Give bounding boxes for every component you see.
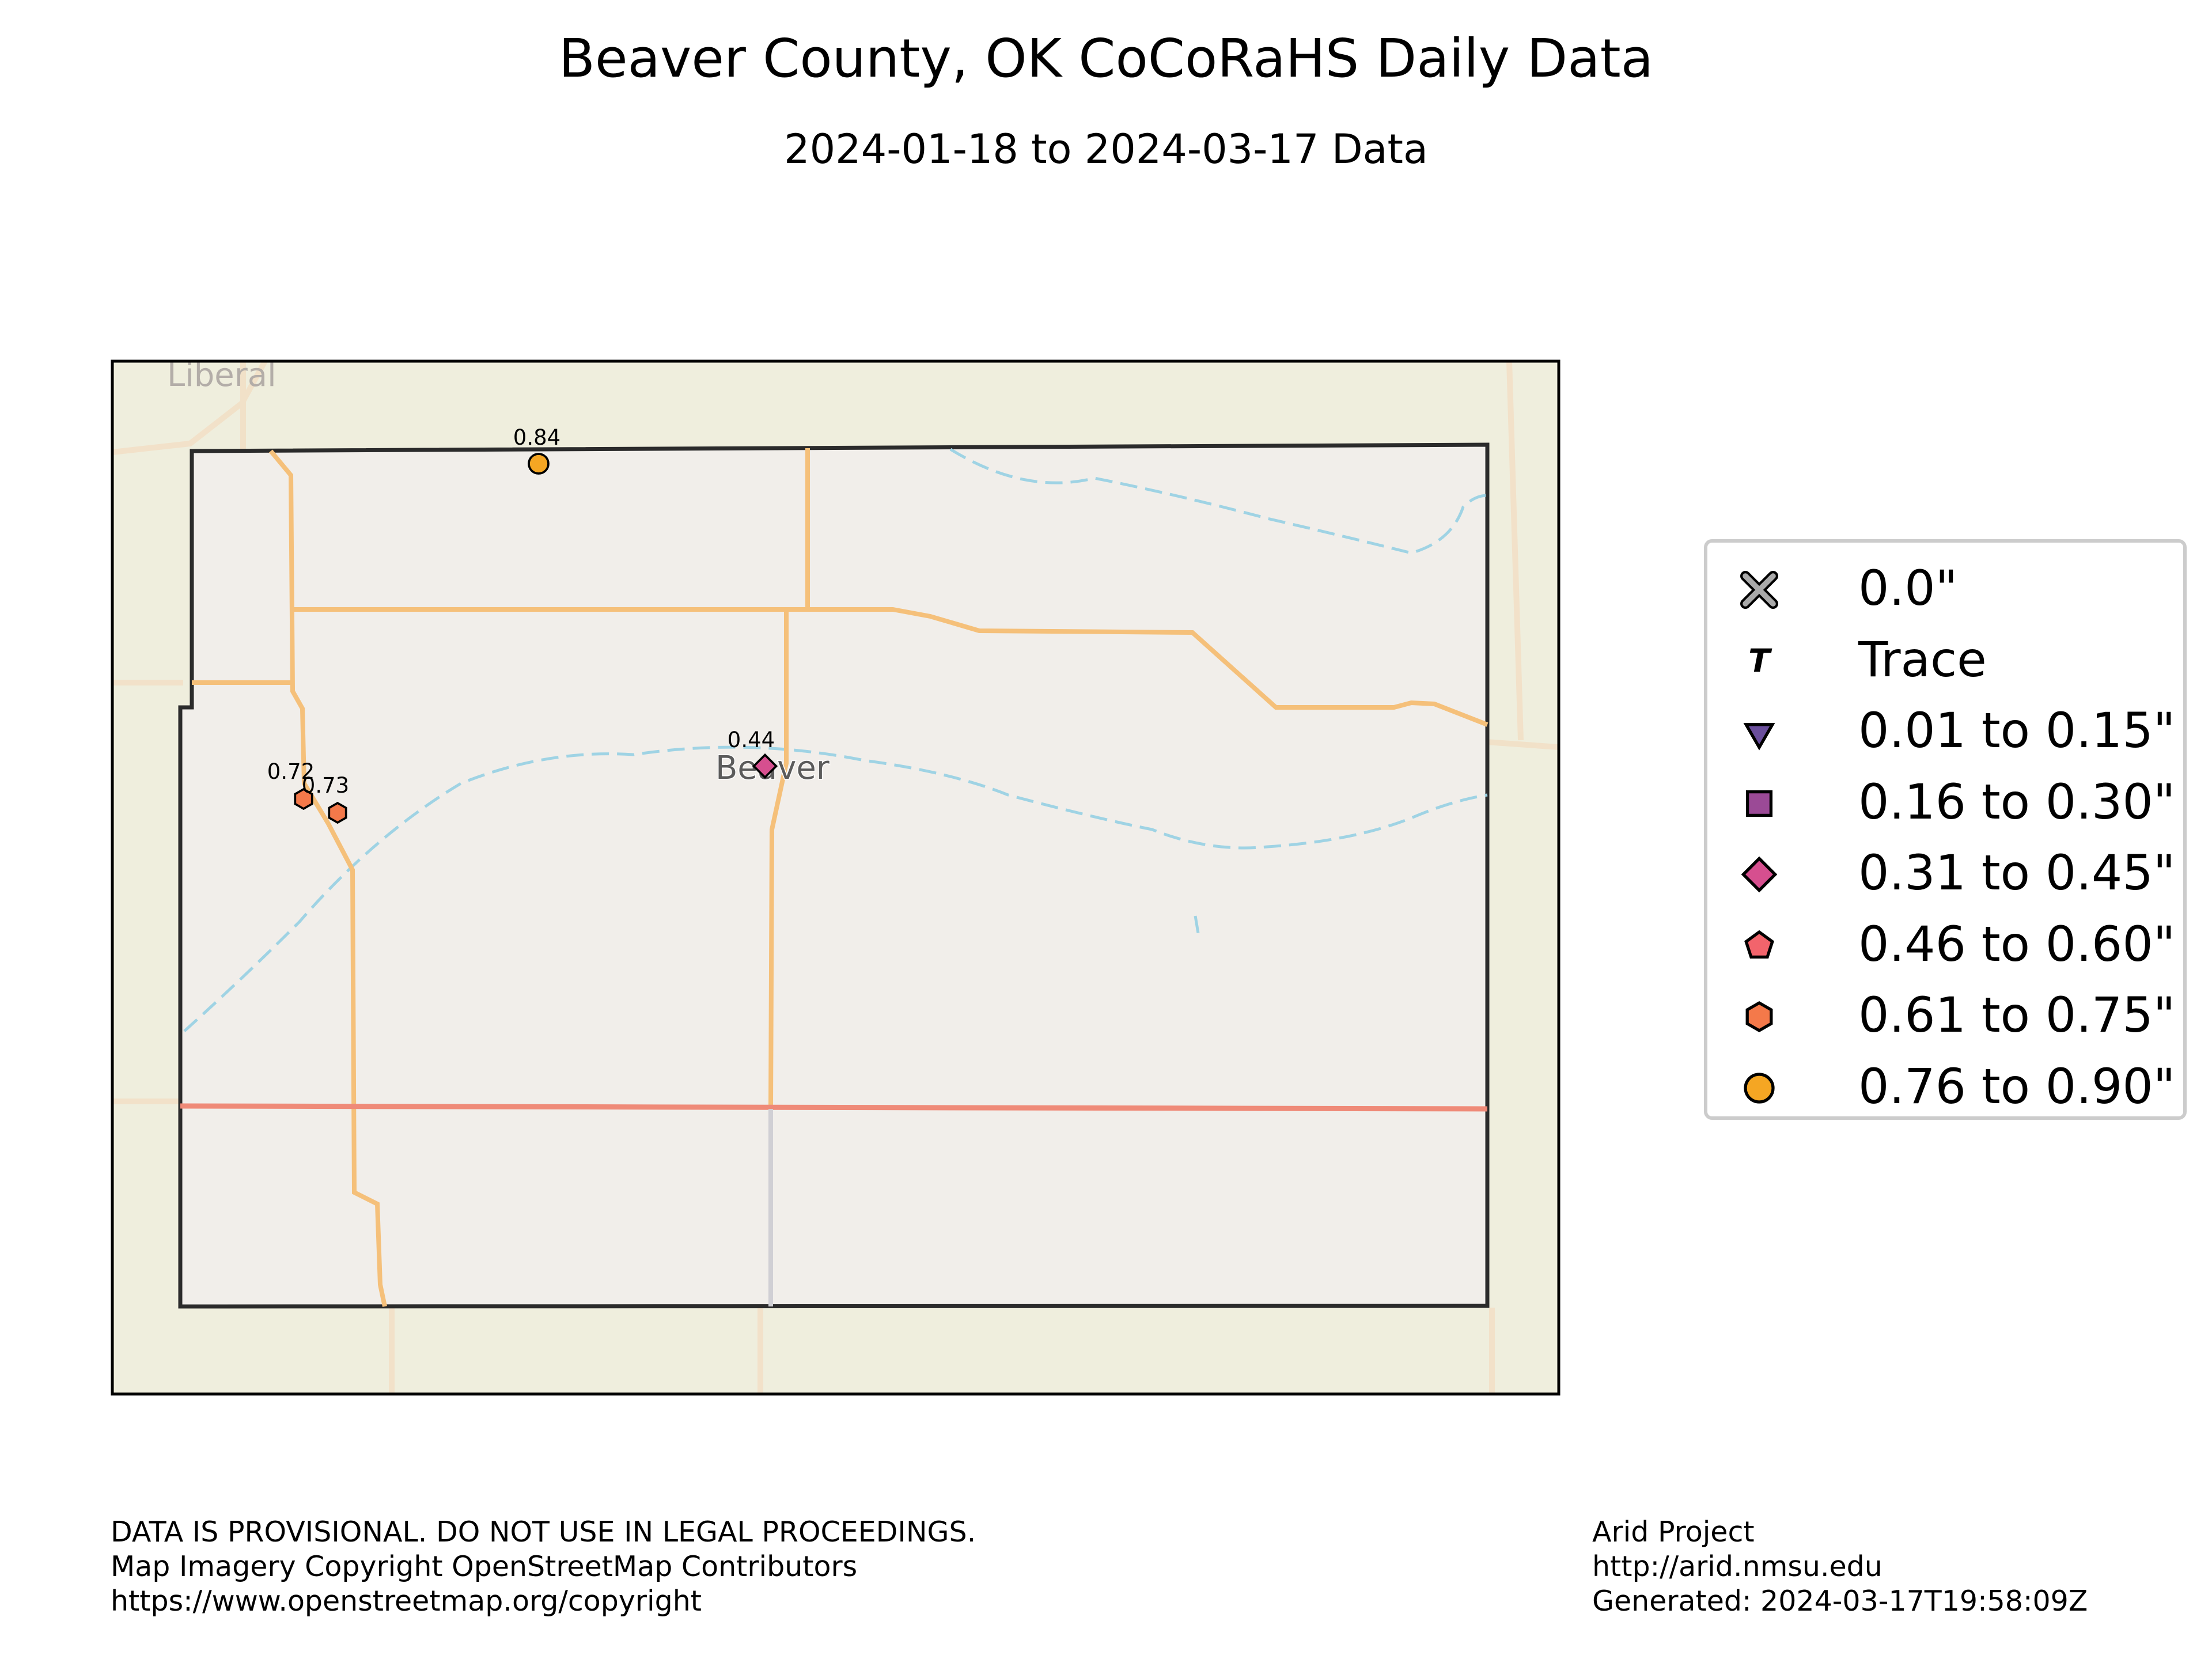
project-name: Arid Project	[1592, 1516, 1755, 1548]
river-lines	[183, 448, 1488, 1032]
copyright-link[interactable]: https://www.openstreetmap.org/copyright	[111, 1585, 702, 1618]
legend-label: Trace	[1858, 631, 1987, 688]
legend-item: 0.31 to 0.45"	[1707, 840, 2186, 911]
project-link[interactable]: http://arid.nmsu.edu	[1592, 1550, 1883, 1583]
station-value-label: 0.84	[513, 425, 560, 450]
svg-text:T: T	[1748, 643, 1772, 680]
page-title: Beaver County, OK CoCoRaHS Daily Data	[558, 28, 1654, 89]
station-value-label: 0.73	[302, 773, 349, 798]
county-roads	[192, 448, 1488, 1307]
map-copyright-text: Map Imagery Copyright OpenStreetMap Cont…	[111, 1550, 858, 1583]
outside-roads	[112, 361, 1559, 1394]
square-marker-icon	[1745, 790, 1773, 817]
legend-label: 0.76 to 0.90"	[1858, 1058, 2176, 1115]
disclaimer-text: DATA IS PROVISIONAL. DO NOT USE IN LEGAL…	[111, 1516, 976, 1548]
legend-item: T Trace	[1707, 627, 2186, 698]
station-marker[interactable]	[328, 801, 347, 824]
legend-item: 0.16 to 0.30"	[1707, 769, 2186, 840]
station-value-label: 0.44	[728, 728, 775, 752]
triangle-down-marker-icon	[1743, 723, 1775, 751]
generated-timestamp: Generated: 2024-03-17T19:58:09Z	[1592, 1585, 2088, 1618]
pentagon-marker-icon	[1744, 930, 1774, 959]
footer-right: Arid Project http://arid.nmsu.edu Generate…	[1592, 1515, 2088, 1619]
circle-marker-icon	[1744, 1072, 1775, 1104]
footer-left: DATA IS PROVISIONAL. DO NOT USE IN LEGAL…	[111, 1515, 976, 1619]
legend-item: 0.0"	[1707, 555, 2186, 626]
state-highway	[180, 1103, 1488, 1112]
station-marker[interactable]	[752, 753, 778, 779]
legend-label: 0.01 to 0.15"	[1858, 702, 2176, 759]
station-markers: 0.84 0.44 0.720.73	[267, 425, 778, 824]
county-area	[178, 442, 1490, 1309]
legend: 0.0" T Trace 0.01 to 0.15" 0.16 to 0.30" 0.31…	[1704, 539, 2187, 1120]
T-marker-icon: T	[1748, 643, 1772, 680]
map-frame	[111, 359, 1560, 1396]
station-value-label: 0.72	[267, 759, 315, 784]
legend-item: 0.46 to 0.60"	[1707, 911, 2186, 982]
legend-item: 0.61 to 0.75"	[1707, 982, 2186, 1053]
x-marker-icon	[1740, 571, 1778, 609]
legend-label: 0.46 to 0.60"	[1858, 915, 2176, 972]
hexagon-marker-icon	[1745, 1001, 1773, 1033]
city-label-beaver: Beaver	[715, 749, 830, 787]
legend-item: 0.76 to 0.90"	[1707, 1054, 2186, 1124]
station-marker[interactable]	[294, 787, 313, 810]
diamond-marker-icon	[1741, 856, 1778, 893]
legend-label: 0.0"	[1858, 560, 1958, 616]
legend-label: 0.61 to 0.75"	[1858, 987, 2176, 1043]
page-subtitle: 2024-01-18 to 2024-03-17 Data	[784, 126, 1428, 173]
legend-item: 0.01 to 0.15"	[1707, 698, 2186, 768]
station-marker[interactable]	[528, 453, 550, 475]
legend-label: 0.16 to 0.30"	[1858, 773, 2176, 830]
legend-label: 0.31 to 0.45"	[1858, 844, 2176, 901]
city-label-liberal: Liberal	[167, 357, 276, 394]
